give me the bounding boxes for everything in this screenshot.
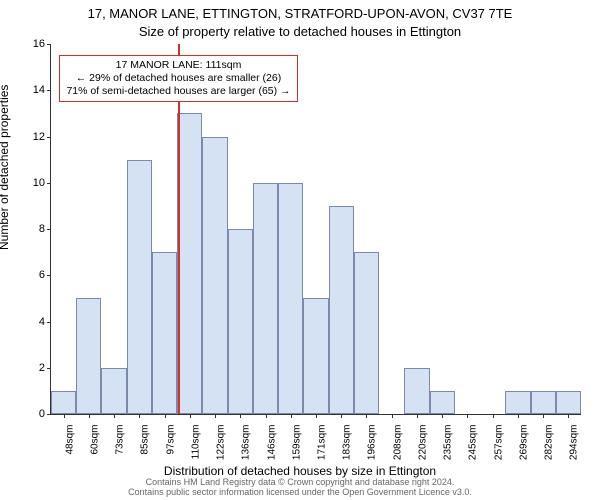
x-tick-label: 73sqm (113, 425, 126, 455)
histogram-bar (101, 368, 126, 414)
x-tick-label: 48sqm (62, 425, 75, 455)
chart-title-line2: Size of property relative to detached ho… (0, 24, 600, 39)
histogram-bar (76, 298, 101, 414)
y-tick-mark (47, 368, 51, 369)
y-tick-mark (47, 90, 51, 91)
histogram-bar (152, 252, 177, 414)
histogram-bar (329, 206, 354, 414)
x-tick-label: 122sqm (214, 425, 227, 461)
x-tick-label: 220sqm (415, 425, 428, 461)
x-tick-mark (366, 414, 367, 418)
x-tick-label: 282sqm (542, 425, 555, 461)
x-tick-label: 208sqm (390, 425, 403, 461)
x-tick-mark (89, 414, 90, 418)
histogram-bar (278, 183, 303, 414)
x-tick-mark (316, 414, 317, 418)
footer-line2: Contains public sector information licen… (0, 488, 600, 498)
y-tick-mark (47, 137, 51, 138)
x-tick-mark (114, 414, 115, 418)
x-tick-mark (417, 414, 418, 418)
x-tick-mark (165, 414, 166, 418)
y-tick-mark (47, 229, 51, 230)
histogram-bar (127, 160, 152, 414)
x-axis-label: Distribution of detached houses by size … (0, 464, 600, 478)
x-tick-mark (442, 414, 443, 418)
annotation-box: 17 MANOR LANE: 111sqm← 29% of detached h… (59, 55, 297, 102)
x-tick-label: 269sqm (516, 425, 529, 461)
x-tick-label: 257sqm (491, 425, 504, 461)
histogram-bar (253, 183, 278, 414)
histogram-bar (51, 391, 76, 414)
y-tick-mark (47, 275, 51, 276)
x-tick-label: 294sqm (567, 425, 580, 461)
histogram-bar (556, 391, 581, 414)
x-tick-mark (518, 414, 519, 418)
x-tick-mark (190, 414, 191, 418)
y-tick-mark (47, 44, 51, 45)
x-tick-label: 136sqm (239, 425, 252, 461)
y-tick-mark (47, 322, 51, 323)
chart-title-line1: 17, MANOR LANE, ETTINGTON, STRATFORD-UPO… (0, 6, 600, 21)
x-tick-mark (493, 414, 494, 418)
x-tick-label: 85sqm (138, 425, 151, 455)
plot-area: 024681012141648sqm60sqm73sqm85sqm97sqm11… (50, 44, 581, 415)
histogram-bar (430, 391, 455, 414)
x-tick-mark (139, 414, 140, 418)
x-tick-label: 146sqm (264, 425, 277, 461)
histogram-bar (177, 113, 202, 414)
chart-container: 17, MANOR LANE, ETTINGTON, STRATFORD-UPO… (0, 0, 600, 500)
x-tick-mark (215, 414, 216, 418)
x-tick-label: 245sqm (466, 425, 479, 461)
annotation-line: ← 29% of detached houses are smaller (26… (66, 72, 290, 85)
x-tick-label: 60sqm (87, 425, 100, 455)
x-tick-mark (266, 414, 267, 418)
histogram-bar (505, 391, 530, 414)
x-tick-mark (392, 414, 393, 418)
footer-attribution: Contains HM Land Registry data © Crown c… (0, 478, 600, 498)
x-tick-label: 235sqm (441, 425, 454, 461)
annotation-line: 17 MANOR LANE: 111sqm (66, 59, 290, 72)
x-tick-mark (64, 414, 65, 418)
histogram-bar (303, 298, 328, 414)
x-tick-label: 171sqm (315, 425, 328, 461)
histogram-bar (354, 252, 379, 414)
x-tick-label: 183sqm (340, 425, 353, 461)
x-tick-mark (568, 414, 569, 418)
x-tick-mark (467, 414, 468, 418)
x-tick-label: 159sqm (289, 425, 302, 461)
x-tick-label: 110sqm (188, 425, 201, 460)
y-tick-mark (47, 414, 51, 415)
x-tick-label: 97sqm (163, 425, 176, 455)
histogram-bar (404, 368, 429, 414)
x-tick-mark (543, 414, 544, 418)
y-tick-mark (47, 183, 51, 184)
x-tick-mark (341, 414, 342, 418)
x-tick-label: 196sqm (365, 425, 378, 461)
histogram-bar (531, 391, 556, 414)
x-tick-mark (240, 414, 241, 418)
histogram-bar (228, 229, 253, 414)
annotation-line: 71% of semi-detached houses are larger (… (66, 85, 290, 98)
y-axis-label: Number of detached properties (0, 85, 11, 250)
x-tick-mark (291, 414, 292, 418)
histogram-bar (202, 137, 227, 415)
